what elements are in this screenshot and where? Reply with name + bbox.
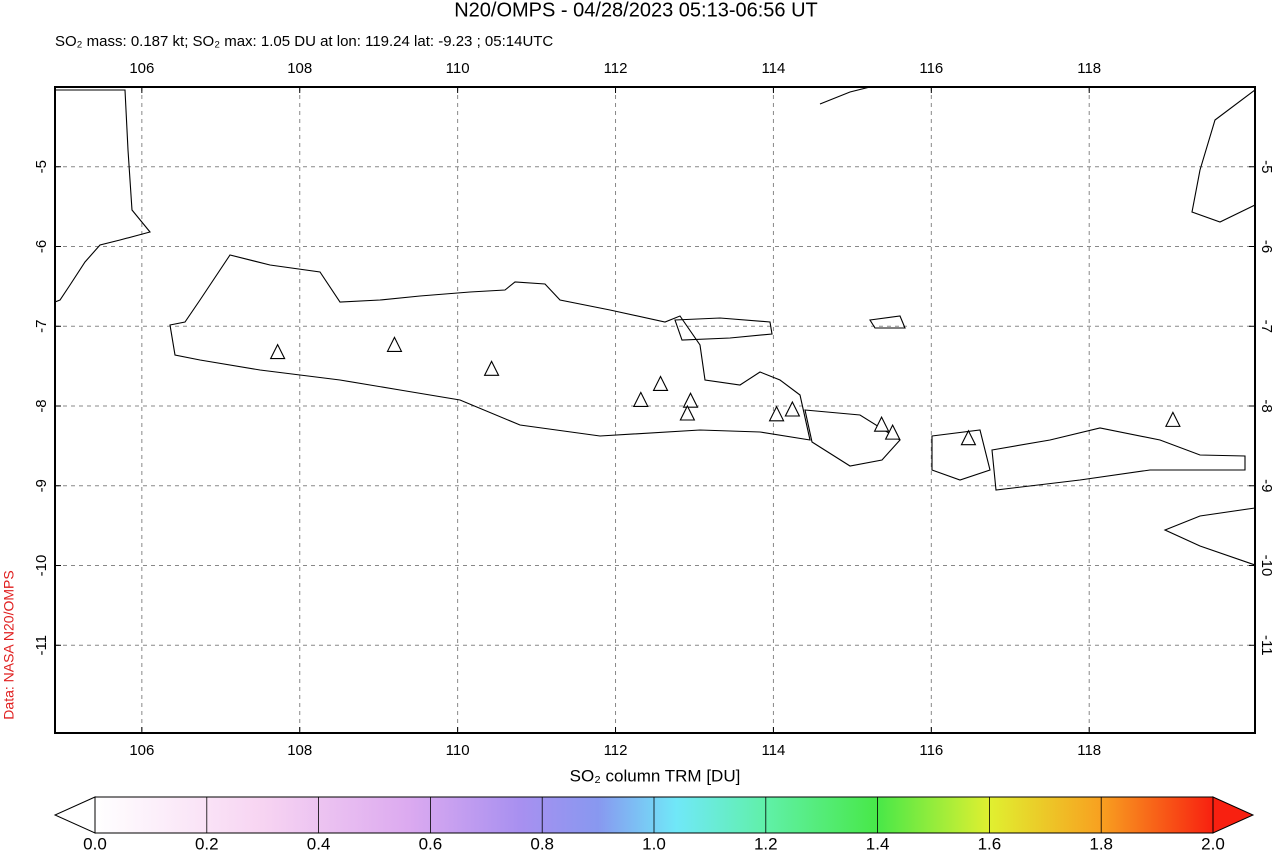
x-tick-label: 106 — [129, 60, 154, 77]
volcano — [960, 429, 977, 446]
x-tick-label: 114 — [761, 742, 785, 759]
volcano — [679, 404, 696, 421]
colorbar-tick-label: 1.8 — [1089, 834, 1113, 853]
y-tick-label: -10 — [1258, 555, 1272, 577]
y-tick-label: -9 — [1258, 479, 1272, 492]
volcano — [768, 405, 785, 422]
colorbar-low-arrow — [53, 796, 96, 834]
y-tick-label: -8 — [1258, 399, 1272, 412]
colorbar-tick-label: 1.0 — [642, 834, 666, 853]
map-frame — [54, 86, 1256, 734]
chart-title: N20/OMPS - 04/28/2023 05:13-06:56 UT — [454, 0, 818, 21]
volcano — [873, 415, 890, 432]
volcano — [386, 336, 403, 352]
coastline — [55, 89, 151, 303]
colorbar-tick-label: 0.2 — [195, 834, 219, 853]
volcano — [269, 343, 286, 360]
volcano — [682, 391, 699, 408]
colorbar-tick-label: 1.2 — [754, 834, 778, 853]
x-tick-label: 116 — [919, 742, 943, 759]
side-note: Data: NASA N20/OMPS — [1, 570, 17, 719]
x-tick-label: 112 — [604, 742, 628, 759]
volcano — [1165, 411, 1181, 427]
x-tick-label: 110 — [446, 60, 470, 77]
colorbar-tick-label: 0.0 — [83, 834, 107, 853]
coastline — [869, 315, 906, 329]
volcano — [884, 423, 901, 440]
volcano-layer — [269, 336, 1181, 446]
colorbar-tick-label: 1.4 — [866, 834, 890, 853]
volcano — [483, 360, 500, 376]
volcano — [632, 391, 649, 407]
y-tick-label: -11 — [33, 635, 50, 656]
coastlines — [55, 87, 1255, 566]
coastline — [169, 254, 811, 441]
grid-layer: 106 106 108 108 110 110 112 112 114 114 116 116 118 1… — [33, 60, 1272, 759]
colorbar-ticks: 0.0 0.2 0.4 0.6 0.8 1.0 1.2 1.4 1.6 1.8 2.0 — [83, 797, 1225, 853]
coastline — [819, 87, 871, 105]
volcano — [652, 375, 669, 392]
colorbar-tick-label: 0.8 — [530, 834, 554, 853]
coastline — [931, 429, 991, 481]
chart-subtitle: SO₂ mass: 0.187 kt; SO₂ max: 1.05 DU at … — [55, 33, 553, 50]
y-tick-label: -10 — [33, 555, 50, 577]
x-tick-label: 112 — [604, 60, 628, 77]
y-tick-label: -6 — [33, 240, 50, 253]
colorbar-label: SO₂ column TRM [DU] — [570, 766, 741, 785]
coastline — [1191, 89, 1255, 223]
y-tick-label: -5 — [1258, 160, 1272, 173]
x-tick-label: 108 — [287, 742, 312, 759]
y-tick-label: -7 — [33, 320, 50, 333]
colorbar-tick-label: 2.0 — [1201, 834, 1225, 853]
y-tick-label: -6 — [1258, 240, 1272, 253]
y-tick-label: -11 — [1258, 635, 1272, 656]
colorbar-tick-label: 0.4 — [307, 834, 331, 853]
coastline — [1163, 507, 1255, 566]
y-tick-label: -7 — [1258, 320, 1272, 333]
y-tick-label: -9 — [33, 479, 50, 492]
x-tick-label: 118 — [1077, 60, 1101, 77]
x-tick-label: 118 — [1077, 742, 1101, 759]
x-tick-label: 116 — [919, 60, 943, 77]
coastline — [991, 427, 1246, 491]
x-tick-label: 110 — [446, 742, 470, 759]
colorbar-tick-label: 0.6 — [419, 834, 443, 853]
y-tick-label: -5 — [33, 160, 50, 173]
volcano — [784, 400, 801, 417]
colorbar-tick-label: 1.6 — [978, 834, 1002, 853]
coastline — [674, 317, 773, 341]
x-tick-label: 106 — [129, 742, 154, 759]
y-tick-label: -8 — [33, 399, 50, 412]
colorbar-high-arrow — [1212, 796, 1255, 834]
x-tick-label: 108 — [287, 60, 312, 77]
x-tick-label: 114 — [761, 60, 785, 77]
coastline — [804, 409, 901, 467]
